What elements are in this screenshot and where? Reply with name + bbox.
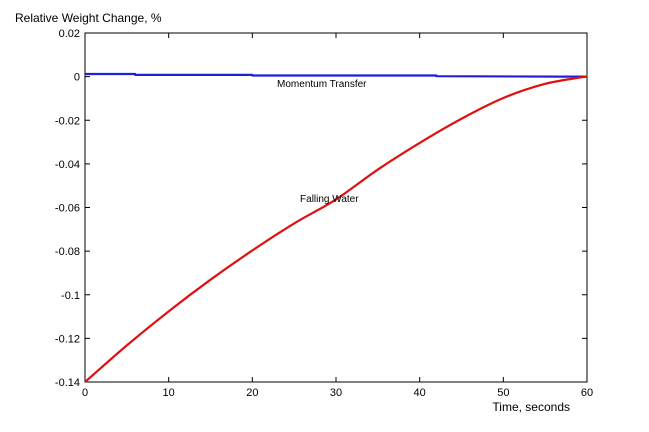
x-tick-label: 30 <box>330 387 342 399</box>
y-tick-label: -0.14 <box>55 377 80 389</box>
y-tick-label: -0.1 <box>61 290 80 302</box>
y-tick-label: -0.12 <box>55 333 80 345</box>
x-tick-label: 20 <box>246 387 258 399</box>
x-tick-label: 10 <box>163 387 175 399</box>
annotation-label: Falling Water <box>300 194 359 205</box>
x-tick-label: 50 <box>497 387 509 399</box>
y-tick-label: 0.02 <box>59 28 80 40</box>
x-tick-label: 60 <box>581 387 593 399</box>
series-line-falling-water <box>84 75 588 383</box>
x-tick-label: 0 <box>82 387 88 399</box>
y-tick-label: -0.02 <box>55 115 80 127</box>
x-axis-ticks: 0 10 20 30 40 50 60 <box>82 33 593 399</box>
series-line-momentum-transfer <box>85 72 587 78</box>
x-tick-label: 40 <box>414 387 426 399</box>
plot-area <box>84 32 588 383</box>
annotation-layer: Momentum Transfer Falling Water <box>277 79 367 205</box>
y-axis-ticks: 0.02 0 -0.02 -0.04 -0.06 -0.08 -0.1 -0.12 -0.14 <box>55 28 587 389</box>
y-tick-label: -0.08 <box>55 246 80 258</box>
y-tick-label: 0 <box>74 72 80 84</box>
x-axis-title: Time, seconds <box>492 400 570 414</box>
annotation-label: Momentum Transfer <box>277 79 367 90</box>
y-tick-label: -0.06 <box>55 203 80 215</box>
series-layer <box>84 72 588 383</box>
y-axis-title: Relative Weight Change, % <box>15 11 162 25</box>
y-tick-label: -0.04 <box>55 159 80 171</box>
